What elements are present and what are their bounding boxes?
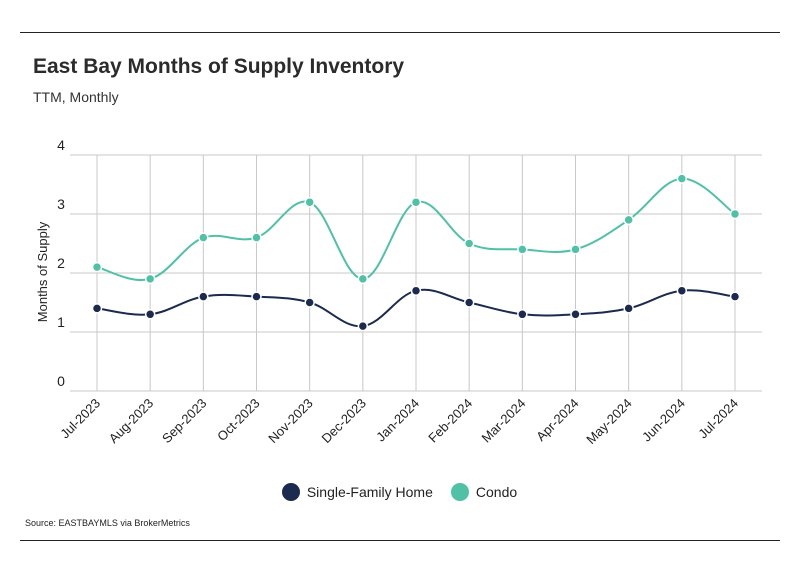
y-tick-label: 4 — [57, 137, 65, 153]
legend-swatch-single-family — [281, 483, 300, 501]
legend-label-condo: Condo — [475, 484, 518, 500]
data-point-condo — [144, 273, 156, 285]
legend: Single-Family Home Condo — [0, 483, 799, 501]
data-point-condo — [676, 173, 688, 184]
data-point-condo — [91, 261, 103, 273]
y-tick-label: 0 — [57, 373, 65, 389]
data-point-condo — [570, 244, 581, 255]
x-axis-ticks: Jul-2023 Aug-2023 Sep-2023 Oct-2023 Nov-2023… — [57, 396, 741, 447]
x-tick-label: Feb-2024 — [425, 396, 475, 446]
x-tick-label: Sep-2023 — [159, 396, 209, 446]
top-rule — [20, 32, 780, 33]
x-tick-label: Jul-2023 — [57, 396, 103, 442]
data-point-single-family-home — [251, 291, 262, 302]
x-tick-label: Apr-2024 — [533, 396, 581, 444]
legend-label-single-family: Single-Family Home — [306, 484, 433, 500]
data-point-single-family-home — [144, 309, 156, 320]
chart-subtitle: TTM, Monthly — [33, 89, 119, 105]
data-point-single-family-home — [463, 297, 475, 308]
source-note: Source: EASTBAYMLS via BrokerMetrics — [25, 518, 190, 528]
data-point-condo — [463, 238, 475, 249]
legend-swatch-condo — [450, 483, 469, 501]
data-point-single-family-home — [91, 303, 103, 314]
bottom-rule — [20, 540, 780, 541]
legend-item-condo: Condo — [450, 483, 518, 501]
grid-lines — [70, 154, 762, 392]
y-axis-ticks: 0 1 2 3 4 — [57, 137, 65, 389]
y-tick-label: 3 — [57, 196, 65, 212]
data-point-single-family-home — [304, 297, 315, 308]
data-point-condo — [517, 244, 528, 255]
data-point-single-family-home — [623, 303, 634, 314]
legend-item-single-family: Single-Family Home — [281, 483, 433, 501]
data-point-condo — [623, 214, 634, 226]
data-point-single-family-home — [517, 309, 528, 320]
y-tick-label: 2 — [57, 255, 65, 271]
x-tick-label: Nov-2023 — [265, 396, 315, 446]
data-point-single-family-home — [410, 285, 422, 296]
x-tick-label: Jan-2024 — [373, 396, 422, 445]
data-point-single-family-home — [357, 320, 369, 332]
x-tick-label: May-2024 — [583, 396, 634, 447]
chart-title: East Bay Months of Supply Inventory — [33, 55, 405, 78]
data-point-condo — [410, 196, 422, 208]
x-tick-label: Jun-2024 — [639, 396, 688, 445]
x-tick-label: Oct-2023 — [214, 396, 262, 444]
x-tick-label: Mar-2024 — [479, 396, 529, 446]
data-point-single-family-home — [570, 309, 581, 320]
data-point-condo — [251, 232, 262, 243]
x-tick-label: Dec-2023 — [318, 396, 368, 446]
y-axis-label: Months of Supply — [35, 221, 50, 322]
data-point-single-family-home — [729, 291, 741, 302]
data-point-condo — [357, 273, 369, 285]
x-tick-label: Aug-2023 — [106, 396, 156, 446]
data-point-condo — [729, 208, 741, 220]
data-point-single-family-home — [676, 285, 688, 296]
series-group — [91, 173, 741, 332]
data-point-condo — [304, 196, 315, 208]
y-tick-label: 1 — [57, 314, 65, 330]
x-tick-label: Jul-2024 — [695, 396, 741, 442]
data-point-single-family-home — [198, 291, 209, 302]
data-point-condo — [198, 232, 209, 243]
